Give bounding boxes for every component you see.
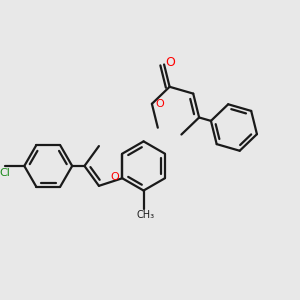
Text: Cl: Cl [0,168,11,178]
Text: CH₃: CH₃ [136,210,154,220]
Text: O: O [155,99,164,109]
Text: O: O [166,56,176,69]
Text: O: O [110,172,119,182]
